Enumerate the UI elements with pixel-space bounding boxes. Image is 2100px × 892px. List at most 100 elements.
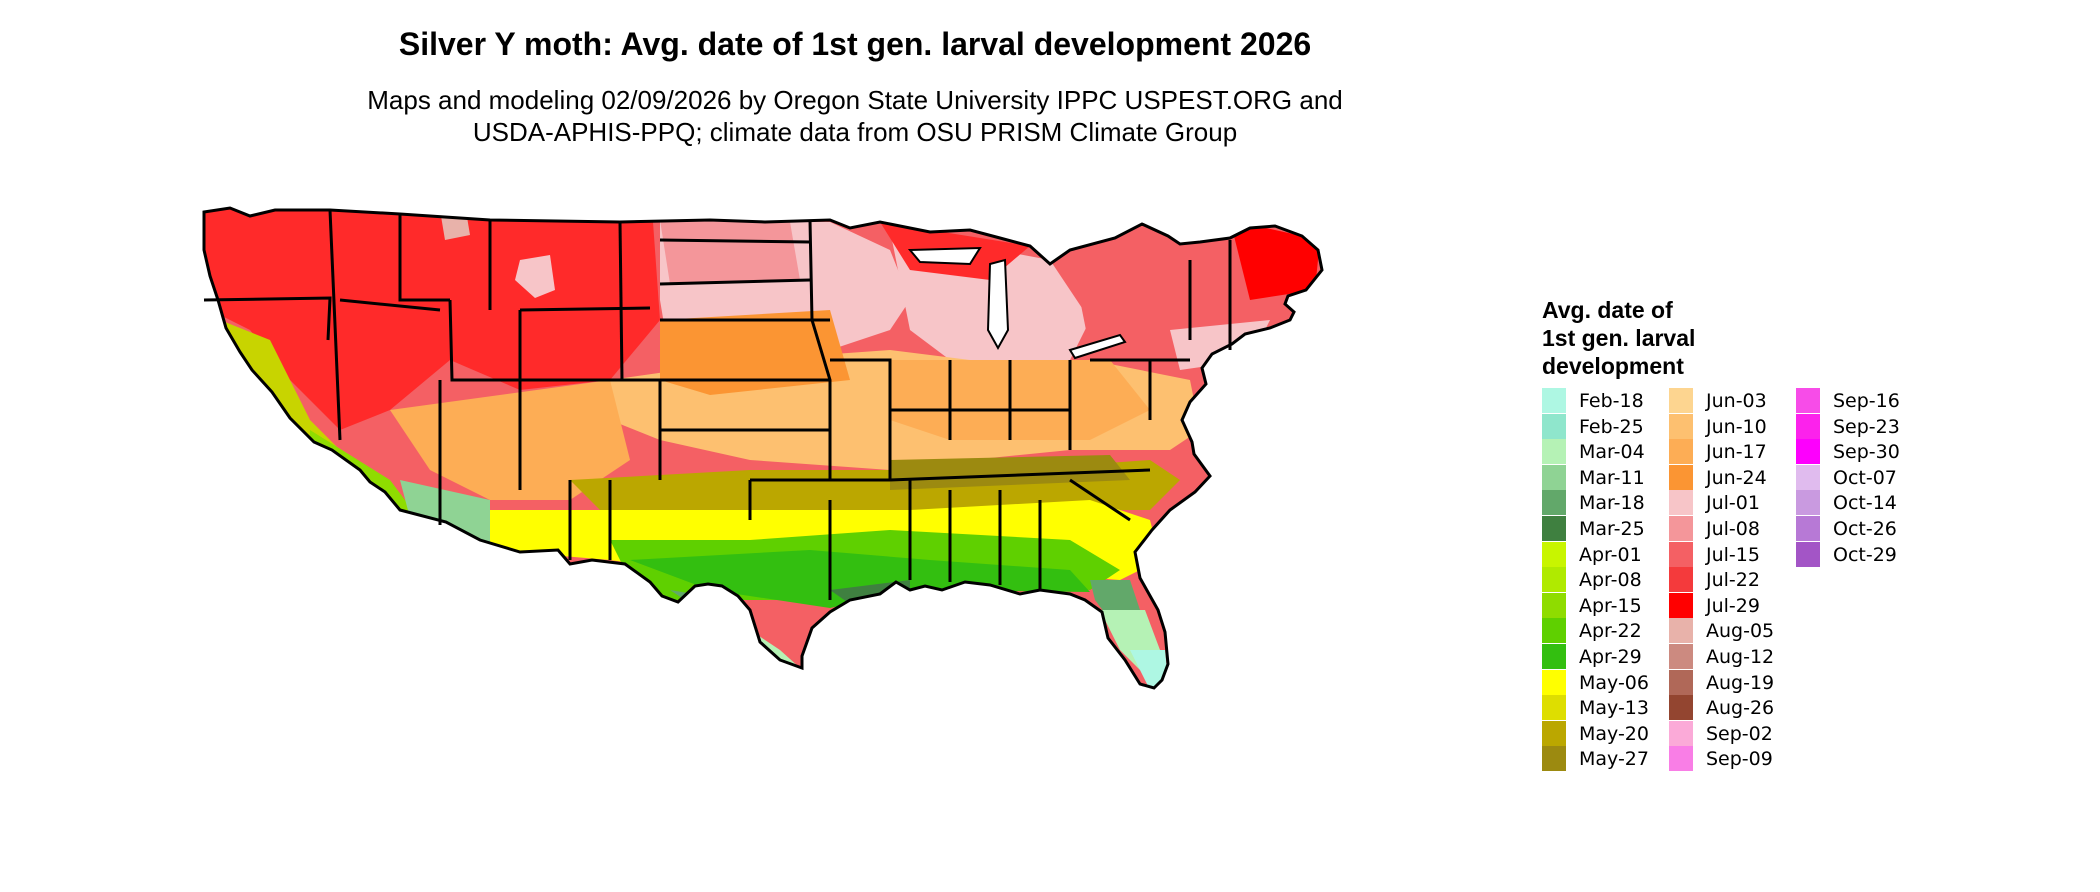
map-title: Silver Y moth: Avg. date of 1st gen. lar…: [398, 26, 1312, 62]
legend-item: Jul-22: [1669, 567, 1799, 593]
legend-item: Jun-24: [1669, 464, 1799, 491]
legend-swatch: [1796, 490, 1820, 516]
legend-item: Jun-03: [1669, 388, 1799, 414]
legend-label: Oct-07: [1833, 466, 1897, 489]
legend-swatch: [1669, 567, 1693, 593]
legend-swatch: [1669, 439, 1693, 465]
legend-label: Feb-25: [1579, 415, 1644, 438]
legend-label: Sep-09: [1706, 748, 1773, 771]
legend-label: Oct-14: [1833, 492, 1897, 515]
state-borders: [202, 206, 1324, 690]
legend-swatch: [1669, 490, 1693, 516]
legend-swatch: [1796, 388, 1820, 413]
legend-label: Jun-24: [1706, 466, 1767, 489]
legend-label: Apr-01: [1579, 543, 1642, 566]
zone-north-dakota: [660, 220, 800, 284]
legend: Avg. date of 1st gen. larval development…: [1542, 296, 2002, 772]
legend-label: Sep-23: [1833, 415, 1900, 438]
legend-swatch: [1542, 720, 1566, 746]
legend-label: May-13: [1579, 697, 1649, 720]
legend-item: May-20: [1542, 720, 1672, 747]
legend-item: Oct-26: [1796, 515, 1926, 542]
legend-item: May-27: [1542, 746, 1672, 772]
legend-swatch: [1542, 746, 1566, 772]
legend-item: Aug-26: [1669, 695, 1799, 721]
zone-maine: [1230, 220, 1320, 300]
legend-swatch: [1669, 643, 1693, 669]
map-subtitle: Maps and modeling 02/09/2026 by Oregon S…: [0, 84, 1710, 148]
legend-title-line-2: 1st gen. larval: [1542, 325, 1696, 351]
legend-item: Mar-11: [1542, 464, 1672, 491]
legend-item: Apr-01: [1542, 541, 1672, 568]
legend-label: Oct-26: [1833, 517, 1897, 540]
legend-item: Sep-30: [1796, 439, 1926, 465]
legend-label: Aug-26: [1706, 697, 1775, 720]
legend-swatch: [1542, 643, 1566, 669]
legend-label: Apr-08: [1579, 569, 1642, 592]
legend-label: Apr-29: [1579, 645, 1642, 668]
legend-item: May-06: [1542, 669, 1672, 696]
great-lakes: [907, 246, 1127, 360]
legend-item: Oct-14: [1796, 490, 1926, 516]
legend-item: Jun-10: [1669, 413, 1799, 440]
legend-label: May-06: [1579, 671, 1649, 694]
zone-kansas-nebraska: [660, 310, 850, 395]
legend-swatch: [1542, 592, 1566, 618]
legend-swatch: [1542, 388, 1566, 413]
legend-item: Jun-17: [1669, 439, 1799, 465]
legend-item: Oct-07: [1796, 464, 1926, 491]
legend-label: Mar-25: [1579, 517, 1645, 540]
legend-swatch: [1669, 541, 1693, 567]
legend-item: Sep-09: [1669, 746, 1799, 772]
legend-item: Jul-15: [1669, 541, 1799, 568]
legend-label: Jul-01: [1706, 492, 1760, 515]
legend-swatch: [1669, 720, 1693, 746]
zone-south-florida: [1130, 650, 1168, 688]
legend-label: Oct-29: [1833, 543, 1897, 566]
legend-swatch: [1796, 541, 1820, 567]
legend-label: May-20: [1579, 722, 1649, 745]
legend-label: Mar-04: [1579, 441, 1645, 464]
legend-swatch: [1796, 515, 1820, 541]
legend-swatch: [1669, 695, 1693, 721]
legend-item: Oct-29: [1796, 541, 1926, 568]
subtitle-line-1: Maps and modeling 02/09/2026 by Oregon S…: [367, 85, 1343, 115]
zone-high-elevation-3: [440, 208, 470, 240]
legend-item: Jul-01: [1669, 490, 1799, 516]
legend-label: Sep-30: [1833, 441, 1900, 464]
legend-label: Jul-22: [1706, 569, 1760, 592]
legend-swatch: [1542, 669, 1566, 695]
legend-title: Avg. date of 1st gen. larval development: [1542, 296, 1762, 380]
legend-swatch: [1669, 515, 1693, 541]
lake-erie: [1068, 333, 1127, 360]
legend-swatch: [1669, 388, 1693, 413]
legend-swatch: [1669, 413, 1693, 439]
legend-item: May-13: [1542, 695, 1672, 721]
zone-red-mountain-west: [204, 208, 660, 430]
legend-swatch: [1796, 439, 1820, 465]
legend-label: Aug-19: [1706, 671, 1775, 694]
legend-item: Sep-16: [1796, 388, 1926, 414]
legend-swatch: [1796, 413, 1820, 439]
development-date-raster: [204, 208, 1322, 688]
legend-label: Sep-16: [1833, 390, 1900, 412]
legend-swatch: [1542, 541, 1566, 567]
legend-label: Sep-02: [1706, 722, 1773, 745]
legend-swatch: [1542, 515, 1566, 541]
zone-gulf-green-2: [630, 550, 1090, 608]
legend-swatch: [1542, 567, 1566, 593]
legend-swatch: [1669, 464, 1693, 490]
legend-item: Aug-12: [1669, 643, 1799, 670]
legend-swatch: [1542, 490, 1566, 516]
legend-swatch: [1542, 464, 1566, 490]
legend-label: Jul-15: [1706, 543, 1760, 566]
legend-swatch: [1542, 413, 1566, 439]
legend-item: Apr-22: [1542, 618, 1672, 644]
legend-label: Apr-22: [1579, 620, 1642, 643]
legend-swatch: [1542, 695, 1566, 721]
lake-superior: [907, 246, 982, 266]
legend-item: Apr-15: [1542, 592, 1672, 619]
legend-label: Jul-29: [1706, 594, 1760, 617]
legend-swatch: [1542, 618, 1566, 644]
legend-swatch: [1669, 592, 1693, 618]
